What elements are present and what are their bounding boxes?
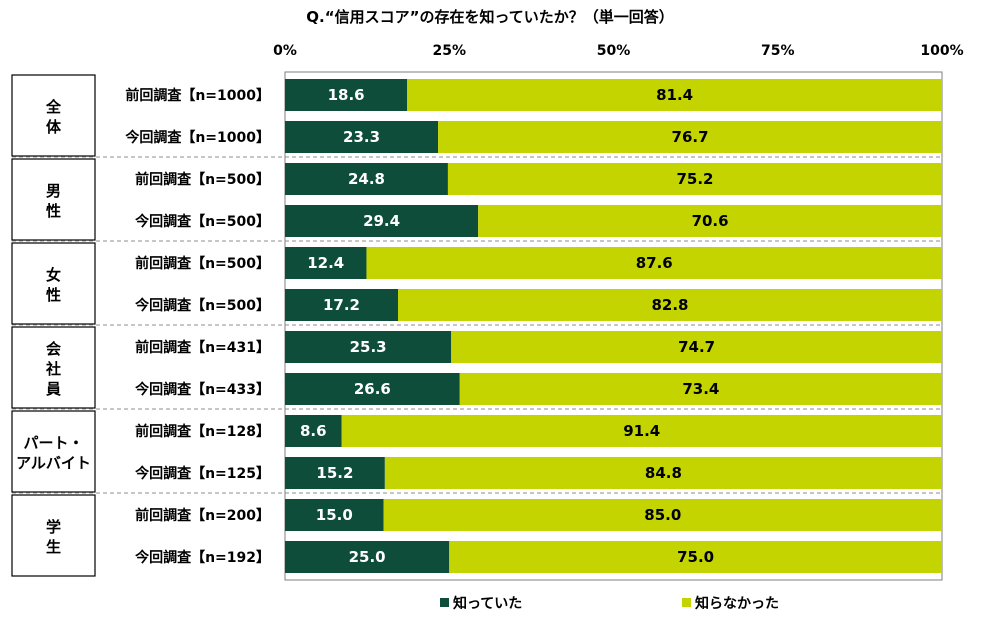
- chart-title: Q.“信用スコア”の存在を知っていたか？（単一回答）: [306, 8, 673, 26]
- bar-unknown: [366, 247, 942, 279]
- row-label: 前回調査【n=1000】: [125, 87, 270, 104]
- x-tick-label: 100%: [920, 43, 963, 59]
- data-label-known: 26.6: [354, 380, 391, 398]
- bar-unknown: [459, 373, 942, 405]
- data-label-unknown: 70.6: [692, 212, 729, 230]
- data-label-known: 25.0: [349, 548, 386, 566]
- bar-known: [285, 79, 408, 111]
- data-label-unknown: 75.2: [676, 170, 713, 188]
- row-label: 今回調査【n=1000】: [124, 129, 270, 146]
- group-label: 全: [45, 98, 62, 116]
- bar-known: [285, 373, 460, 405]
- data-label-unknown: 85.0: [644, 506, 681, 524]
- row-label: 今回調査【n=125】: [134, 465, 270, 482]
- bar-unknown: [449, 541, 942, 573]
- bar-known: [285, 163, 448, 195]
- bar-unknown: [398, 289, 942, 321]
- row-label: 今回調査【n=500】: [134, 297, 270, 314]
- group-label: 性: [46, 202, 61, 220]
- bar-unknown: [407, 79, 942, 111]
- group-label: 女: [46, 266, 61, 284]
- bar-unknown: [383, 499, 942, 531]
- bar-unknown: [341, 415, 942, 447]
- group-label-box: [11, 494, 96, 577]
- group-label: アルバイト: [16, 454, 91, 472]
- group-label: 社: [45, 360, 61, 378]
- x-tick-label: 25%: [432, 43, 466, 59]
- group-label-box: [11, 326, 96, 409]
- bar-known: [285, 457, 385, 489]
- data-label-known: 12.4: [307, 254, 344, 272]
- data-label-known: 15.0: [316, 506, 353, 524]
- group-label: 会: [46, 340, 61, 358]
- bar-unknown: [451, 331, 942, 363]
- group-label: 性: [46, 286, 61, 304]
- x-tick-label: 75%: [761, 43, 795, 59]
- bar-known: [285, 289, 399, 321]
- row-label: 前回調査【n=128】: [135, 423, 270, 440]
- row-label: 今回調査【n=500】: [134, 213, 270, 230]
- data-label-unknown: 91.4: [623, 422, 660, 440]
- bar-known: [285, 121, 439, 153]
- bar-unknown: [438, 121, 942, 153]
- data-label-known: 15.2: [316, 464, 353, 482]
- bar-unknown: [478, 205, 942, 237]
- row-label: 今回調査【n=192】: [134, 549, 270, 566]
- data-label-unknown: 81.4: [656, 86, 693, 104]
- bar-unknown: [384, 457, 942, 489]
- group-label-box: [11, 410, 96, 493]
- data-label-unknown: 76.7: [672, 128, 709, 146]
- group-label: 生: [46, 538, 61, 556]
- data-label-known: 24.8: [348, 170, 385, 188]
- data-label-known: 29.4: [363, 212, 400, 230]
- x-tick-label: 0%: [273, 43, 297, 59]
- data-label-unknown: 84.8: [645, 464, 682, 482]
- data-label-unknown: 73.4: [682, 380, 719, 398]
- bar-known: [285, 247, 367, 279]
- group-label-box: [11, 158, 96, 241]
- row-label: 前回調査【n=431】: [135, 339, 270, 356]
- row-label: 前回調査【n=500】: [135, 171, 270, 188]
- row-label: 前回調査【n=200】: [135, 507, 270, 524]
- data-label-known: 25.3: [350, 338, 387, 356]
- group-label: パート・: [23, 434, 83, 452]
- row-label: 前回調査【n=500】: [135, 255, 270, 272]
- data-label-unknown: 75.0: [677, 548, 714, 566]
- group-label: 男: [46, 182, 61, 200]
- data-label-known: 23.3: [343, 128, 380, 146]
- plot-frame: [284, 71, 943, 581]
- data-label-unknown: 82.8: [651, 296, 688, 314]
- data-label-unknown: 74.7: [678, 338, 715, 356]
- bar-known: [285, 205, 479, 237]
- legend-swatch: [682, 598, 691, 607]
- bar-unknown: [447, 163, 942, 195]
- data-label-known: 17.2: [323, 296, 360, 314]
- bar-known: [285, 331, 452, 363]
- group-label-box: [11, 74, 96, 157]
- data-label-unknown: 87.6: [636, 254, 673, 272]
- row-label: 今回調査【n=433】: [134, 381, 270, 398]
- bar-known: [285, 499, 384, 531]
- data-label-known: 18.6: [328, 86, 365, 104]
- x-tick-label: 50%: [597, 43, 631, 59]
- legend-label: 知っていた: [453, 595, 522, 612]
- legend-swatch: [440, 598, 449, 607]
- group-label: 体: [46, 118, 62, 136]
- group-label-box: [11, 242, 96, 325]
- bar-known: [285, 415, 342, 447]
- bar-known: [285, 541, 450, 573]
- data-label-known: 8.6: [300, 422, 327, 440]
- legend-label: 知らなかった: [695, 595, 779, 612]
- group-label: 員: [45, 380, 61, 398]
- group-label: 学: [46, 518, 61, 536]
